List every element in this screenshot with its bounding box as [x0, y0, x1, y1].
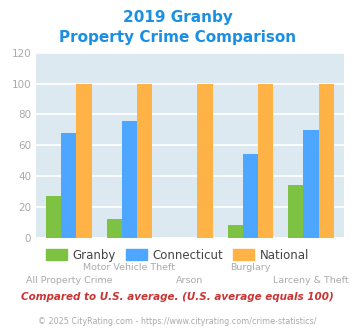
Bar — [46, 196, 61, 238]
Bar — [61, 133, 76, 238]
Text: All Property Crime: All Property Crime — [26, 277, 112, 285]
Text: Burglary: Burglary — [230, 263, 271, 272]
Legend: Granby, Connecticut, National: Granby, Connecticut, National — [41, 244, 314, 266]
Text: Larceny & Theft: Larceny & Theft — [273, 277, 349, 285]
Bar — [197, 83, 213, 238]
Bar — [304, 130, 319, 238]
Bar — [228, 225, 243, 238]
Text: Motor Vehicle Theft: Motor Vehicle Theft — [83, 263, 175, 272]
Bar — [106, 219, 122, 238]
Text: Compared to U.S. average. (U.S. average equals 100): Compared to U.S. average. (U.S. average … — [21, 292, 334, 302]
Bar — [76, 83, 92, 238]
Bar — [288, 185, 304, 238]
Bar — [122, 120, 137, 238]
Text: © 2025 CityRating.com - https://www.cityrating.com/crime-statistics/: © 2025 CityRating.com - https://www.city… — [38, 317, 317, 326]
Bar — [319, 83, 334, 238]
Bar — [137, 83, 152, 238]
Bar — [243, 154, 258, 238]
Text: Arson: Arson — [176, 277, 203, 285]
Text: Property Crime Comparison: Property Crime Comparison — [59, 30, 296, 45]
Text: 2019 Granby: 2019 Granby — [122, 10, 233, 25]
Bar — [258, 83, 273, 238]
